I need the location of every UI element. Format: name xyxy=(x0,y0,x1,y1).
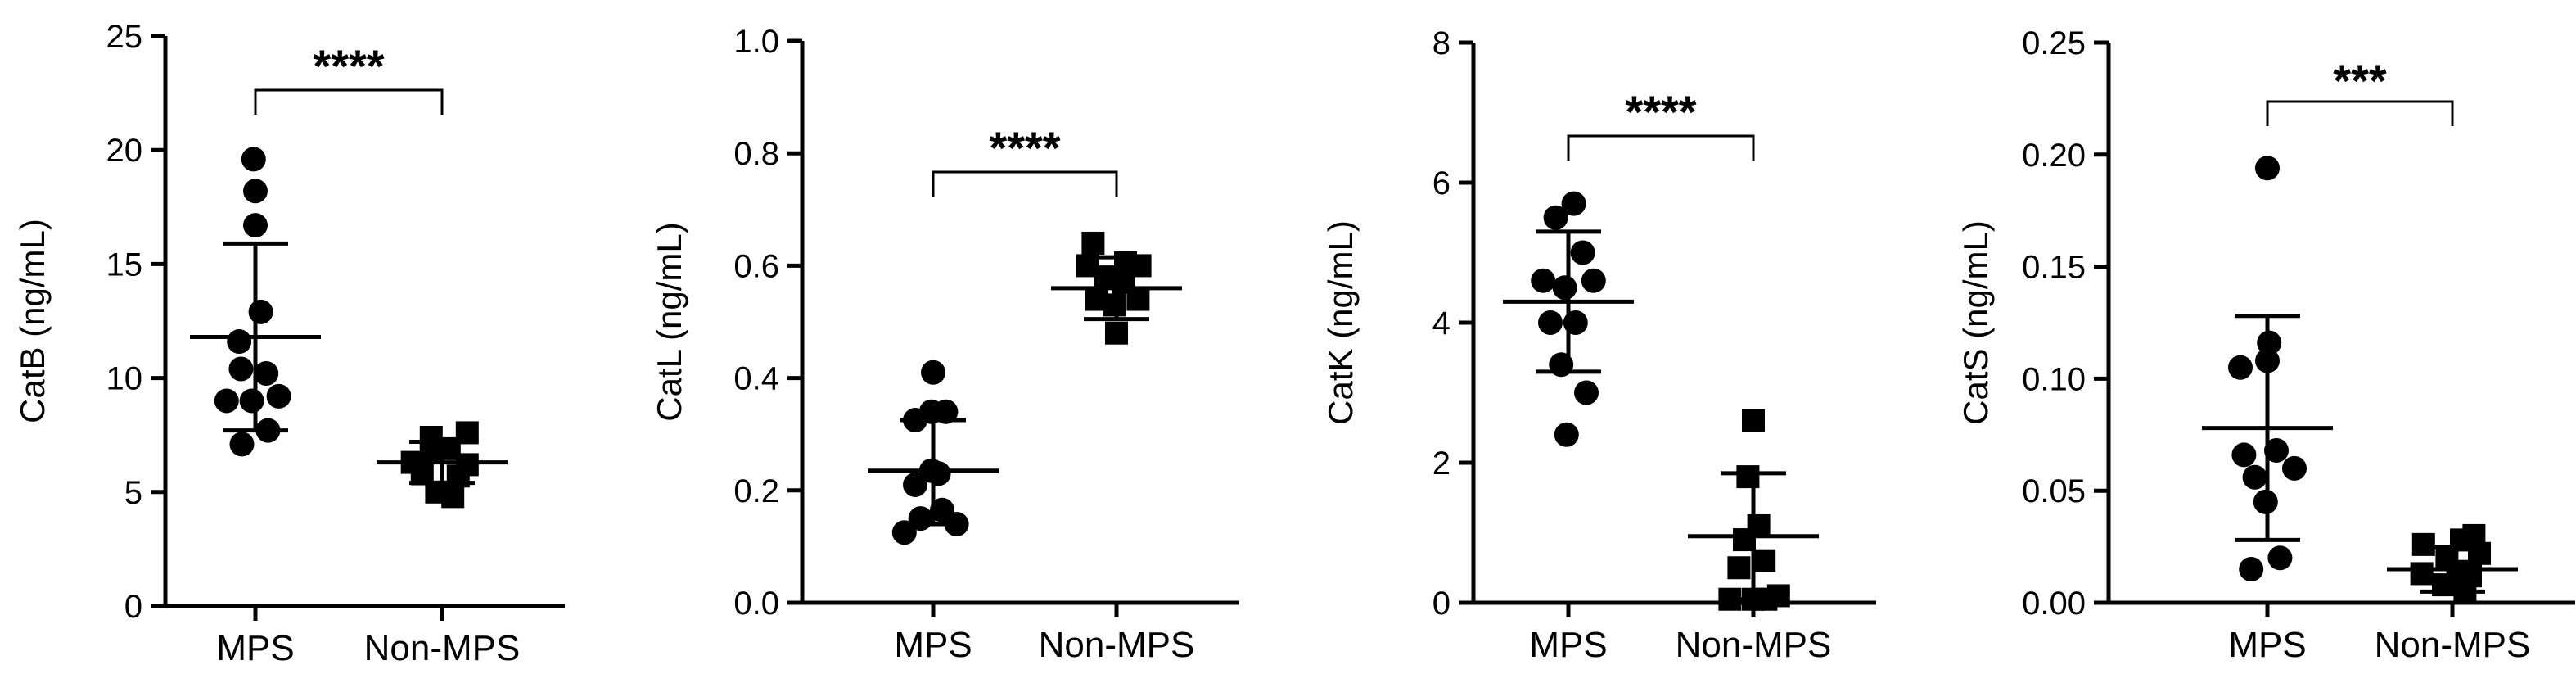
x-category-label: Non-MPS xyxy=(364,628,521,668)
y-tick-label: 6 xyxy=(1432,165,1450,201)
significance-label: **** xyxy=(989,122,1060,174)
data-point xyxy=(2267,545,2293,571)
data-point xyxy=(214,388,239,414)
data-point xyxy=(2239,556,2264,581)
data-point xyxy=(1727,556,1751,580)
significance-label: **** xyxy=(1625,86,1696,138)
data-point xyxy=(2242,464,2267,490)
y-tick-label: 20 xyxy=(106,133,143,169)
significance-bracket xyxy=(1567,134,1755,161)
y-tick-label: 0.2 xyxy=(733,473,779,509)
y-tick-label: 0.00 xyxy=(2022,586,2086,622)
data-point xyxy=(248,299,273,324)
data-point xyxy=(921,360,945,385)
y-tick-label: 0.15 xyxy=(2022,250,2086,286)
significance-bracket xyxy=(932,170,1118,197)
data-point xyxy=(2228,355,2253,380)
y-tick-label: 10 xyxy=(106,361,143,397)
y-tick-label: 0 xyxy=(124,589,142,625)
data-point xyxy=(1736,465,1760,489)
data-point xyxy=(241,147,266,172)
data-point xyxy=(1742,409,1765,432)
y-tick-label: 0.20 xyxy=(2022,138,2086,174)
y-tick-label: 2 xyxy=(1432,446,1450,482)
y-tick-label: 5 xyxy=(124,475,142,511)
y-axis-title: CatB (ng/mL) xyxy=(13,219,52,423)
data-point xyxy=(243,213,268,238)
x-category-label: MPS xyxy=(2228,625,2306,665)
x-category-label: Non-MPS xyxy=(1039,625,1195,665)
significance-label: *** xyxy=(2333,55,2387,106)
data-point xyxy=(1581,268,1606,293)
x-category-label: MPS xyxy=(216,628,294,668)
data-point xyxy=(2282,455,2307,481)
y-tick-label: 0.0 xyxy=(733,586,779,622)
data-point xyxy=(266,383,291,409)
data-point xyxy=(918,399,944,424)
data-point xyxy=(1126,287,1150,311)
data-point xyxy=(891,520,917,545)
data-point xyxy=(239,388,264,414)
data-point xyxy=(243,179,268,204)
data-point xyxy=(229,432,255,457)
data-point xyxy=(1561,191,1586,216)
data-point xyxy=(1538,310,1563,335)
data-point xyxy=(1543,205,1568,230)
chart-panel-4: 0.00 0.05 0.10 0.15 0.20 0.25 MPS Non-MPS CatS (… xyxy=(1956,25,2575,665)
x-category-label: Non-MPS xyxy=(2375,625,2531,665)
data-point xyxy=(227,329,252,355)
y-tick-label: 8 xyxy=(1432,25,1450,61)
data-point xyxy=(1747,513,1771,537)
chart-panel-2: 0.0 0.2 0.4 0.6 0.8 1.0 MPS Non-MPS CatL (ng/mL)… xyxy=(650,24,1239,665)
y-tick-label: 0 xyxy=(1432,586,1450,622)
data-point xyxy=(1753,549,1776,572)
y-tick-label: 0.10 xyxy=(2022,361,2086,397)
y-tick-label: 25 xyxy=(106,19,143,55)
y-axis-title: CatK (ng/mL) xyxy=(1321,220,1360,425)
x-category-label: MPS xyxy=(894,625,972,665)
y-tick-label: 0.05 xyxy=(2022,473,2086,509)
data-point xyxy=(1531,268,1556,293)
significance-bracket xyxy=(254,88,444,115)
data-point xyxy=(2255,156,2280,181)
data-point xyxy=(254,361,279,387)
data-point xyxy=(1105,321,1128,345)
chart-panel-1: 0 5 10 15 20 25 MPS Non-MPS CatB (ng/mL) **** xyxy=(13,19,565,668)
data-point xyxy=(908,506,933,531)
y-tick-label: 0.8 xyxy=(733,136,779,172)
data-point xyxy=(1570,240,1595,265)
data-point xyxy=(441,485,465,509)
data-point xyxy=(1554,422,1579,447)
y-tick-label: 0.6 xyxy=(733,248,779,284)
y-tick-label: 15 xyxy=(106,246,143,283)
data-point xyxy=(228,356,254,382)
data-point xyxy=(2231,442,2257,468)
x-category-label: MPS xyxy=(1529,625,1607,665)
data-point xyxy=(2411,532,2435,556)
significance-bracket xyxy=(2266,100,2454,126)
data-point xyxy=(1081,231,1105,255)
data-point xyxy=(419,425,443,449)
data-point xyxy=(2453,577,2477,601)
data-point xyxy=(1574,380,1599,405)
x-category-label: Non-MPS xyxy=(1676,625,1832,665)
data-point xyxy=(2410,562,2434,586)
y-tick-label: 1.0 xyxy=(733,24,779,60)
data-point xyxy=(903,472,927,497)
data-point xyxy=(1552,275,1577,301)
chart-panel-3: 0 2 4 6 8 MPS Non-MPS CatK (ng/mL) **** xyxy=(1321,25,1876,665)
y-tick-label: 0.4 xyxy=(733,361,779,397)
y-axis-title: CatS (ng/mL) xyxy=(1956,220,1995,425)
data-point xyxy=(2264,437,2289,463)
y-axis-title: CatL (ng/mL) xyxy=(650,222,688,422)
y-tick-label: 4 xyxy=(1432,305,1450,341)
significance-label: **** xyxy=(313,40,384,92)
data-point xyxy=(930,497,954,522)
y-tick-label: 0.25 xyxy=(2022,25,2086,61)
